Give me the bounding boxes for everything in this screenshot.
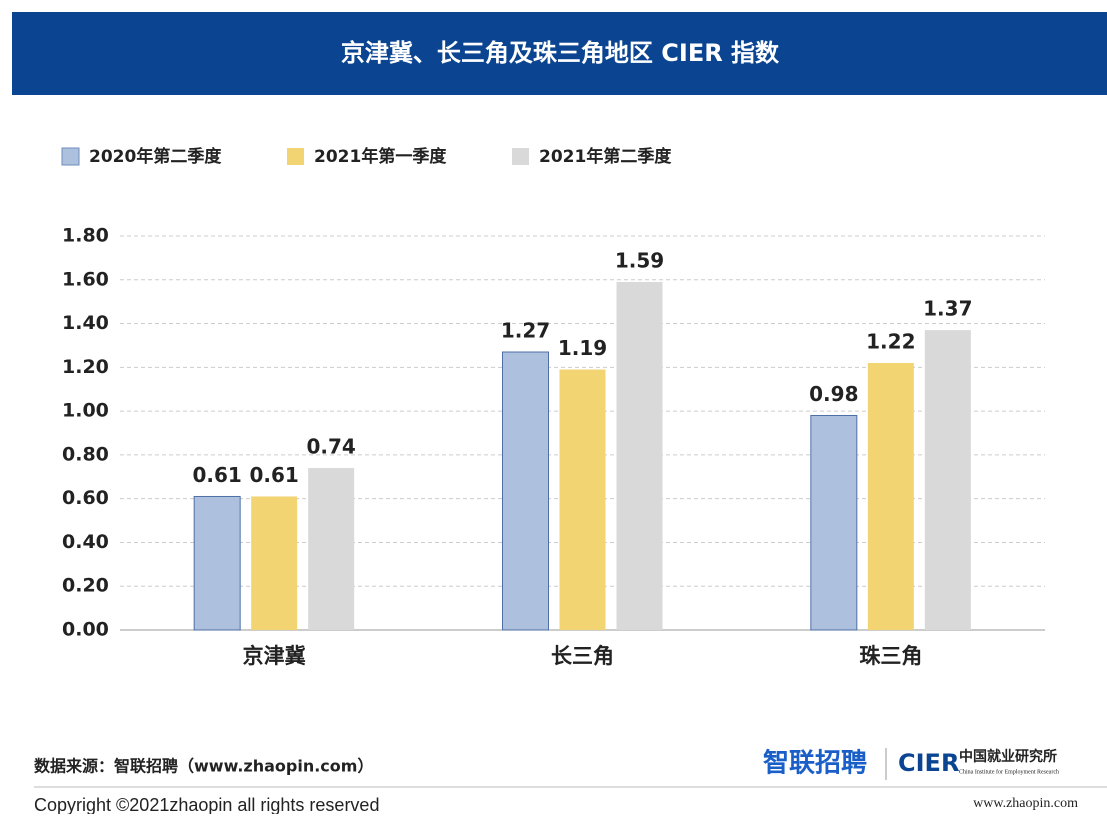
title-banner — [12, 12, 1107, 95]
data-label: 1.22 — [866, 329, 915, 353]
bar — [867, 362, 914, 630]
data-label: 1.37 — [923, 297, 972, 321]
bar — [616, 281, 663, 630]
logo-zhaopin: 智联招聘 — [763, 749, 867, 779]
legend-swatch — [61, 147, 80, 166]
data-label: 0.74 — [306, 435, 355, 459]
y-tick-label: 0.20 — [62, 575, 109, 597]
bar — [559, 369, 606, 630]
legend-swatch — [287, 148, 304, 165]
x-tick-label: 珠三角 — [859, 644, 922, 668]
y-tick-label: 1.20 — [62, 356, 109, 378]
data-label: 1.59 — [615, 248, 664, 272]
data-label: 0.61 — [192, 463, 241, 487]
bar — [251, 496, 298, 630]
bar — [502, 351, 549, 631]
y-tick-label: 0.40 — [62, 531, 109, 553]
y-tick-label: 1.00 — [62, 400, 109, 422]
website: www.zhaopin.com — [973, 796, 1078, 811]
logo-cier: CIER — [898, 749, 959, 777]
cier-cn: 中国就业研究所 — [959, 748, 1057, 765]
y-tick-label: 0.60 — [62, 487, 109, 509]
bar — [810, 414, 858, 631]
legend-swatch — [512, 148, 529, 165]
y-tick-label: 1.80 — [62, 225, 109, 247]
y-tick-label: 0.80 — [62, 443, 109, 465]
x-tick-label: 京津冀 — [243, 644, 306, 668]
bar — [308, 468, 355, 630]
data-label: 1.19 — [558, 336, 607, 360]
data-label: 0.98 — [809, 382, 858, 406]
x-tick-label: 长三角 — [551, 644, 614, 668]
y-tick-label: 0.00 — [62, 619, 109, 641]
cier-en: China Institute for Employment Research — [959, 768, 1059, 775]
data-label: 0.61 — [249, 463, 298, 487]
source: 数据来源：智联招聘（www.zhaopin.com） — [34, 757, 373, 776]
copyright: Copyright ©2021zhaopin all rights reserv… — [34, 795, 379, 814]
y-tick-label: 1.60 — [62, 268, 109, 290]
legend-label: 2020年第二季度 — [89, 146, 222, 167]
data-label: 1.27 — [501, 319, 550, 343]
legend-label: 2021年第一季度 — [314, 146, 447, 167]
y-tick-label: 1.40 — [62, 312, 109, 334]
legend-label: 2021年第二季度 — [539, 146, 672, 167]
bar — [924, 330, 971, 630]
bar — [193, 495, 241, 631]
chart-title: 京津冀、长三角及珠三角地区 CIER 指数 — [341, 39, 780, 67]
